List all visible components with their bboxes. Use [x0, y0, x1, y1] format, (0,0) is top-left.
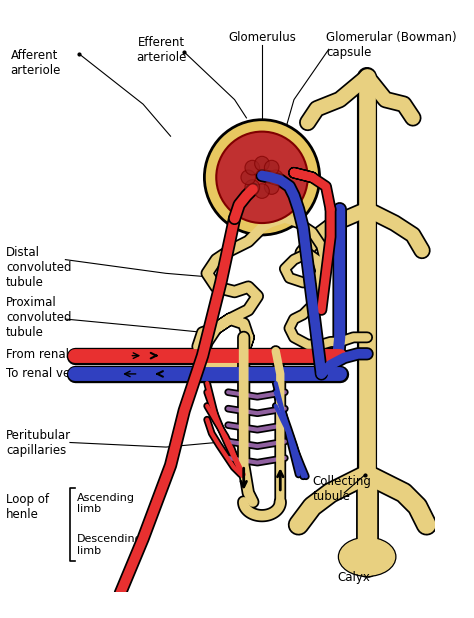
Text: Peritubular
capillaries: Peritubular capillaries	[6, 429, 71, 457]
Text: To renal vein: To renal vein	[6, 366, 81, 379]
Circle shape	[255, 184, 269, 198]
Text: Distal
convoluted
tubule: Distal convoluted tubule	[6, 246, 72, 289]
Ellipse shape	[340, 538, 394, 575]
Circle shape	[241, 170, 255, 185]
Text: Descending
limb: Descending limb	[77, 534, 143, 556]
Text: Loop of
henle: Loop of henle	[6, 493, 49, 521]
Circle shape	[245, 160, 260, 175]
Text: From renal artery: From renal artery	[6, 349, 109, 362]
Circle shape	[204, 120, 319, 235]
Text: Proximal
convoluted
tubule: Proximal convoluted tubule	[6, 296, 72, 339]
Circle shape	[264, 180, 279, 194]
Text: Calyx: Calyx	[337, 570, 370, 583]
Text: Afferent
arteriole: Afferent arteriole	[10, 49, 61, 77]
Text: Glomerular (Bowman)
capsule: Glomerular (Bowman) capsule	[326, 31, 456, 59]
Text: Collecting
tubule: Collecting tubule	[312, 475, 371, 502]
Circle shape	[245, 180, 260, 194]
Text: Glomerulus: Glomerulus	[228, 31, 296, 44]
Circle shape	[268, 170, 283, 185]
Text: Ascending
limb: Ascending limb	[77, 493, 135, 514]
Circle shape	[255, 156, 269, 171]
Text: Efferent
arteriole: Efferent arteriole	[136, 36, 187, 64]
Circle shape	[216, 132, 308, 223]
Circle shape	[264, 160, 279, 175]
